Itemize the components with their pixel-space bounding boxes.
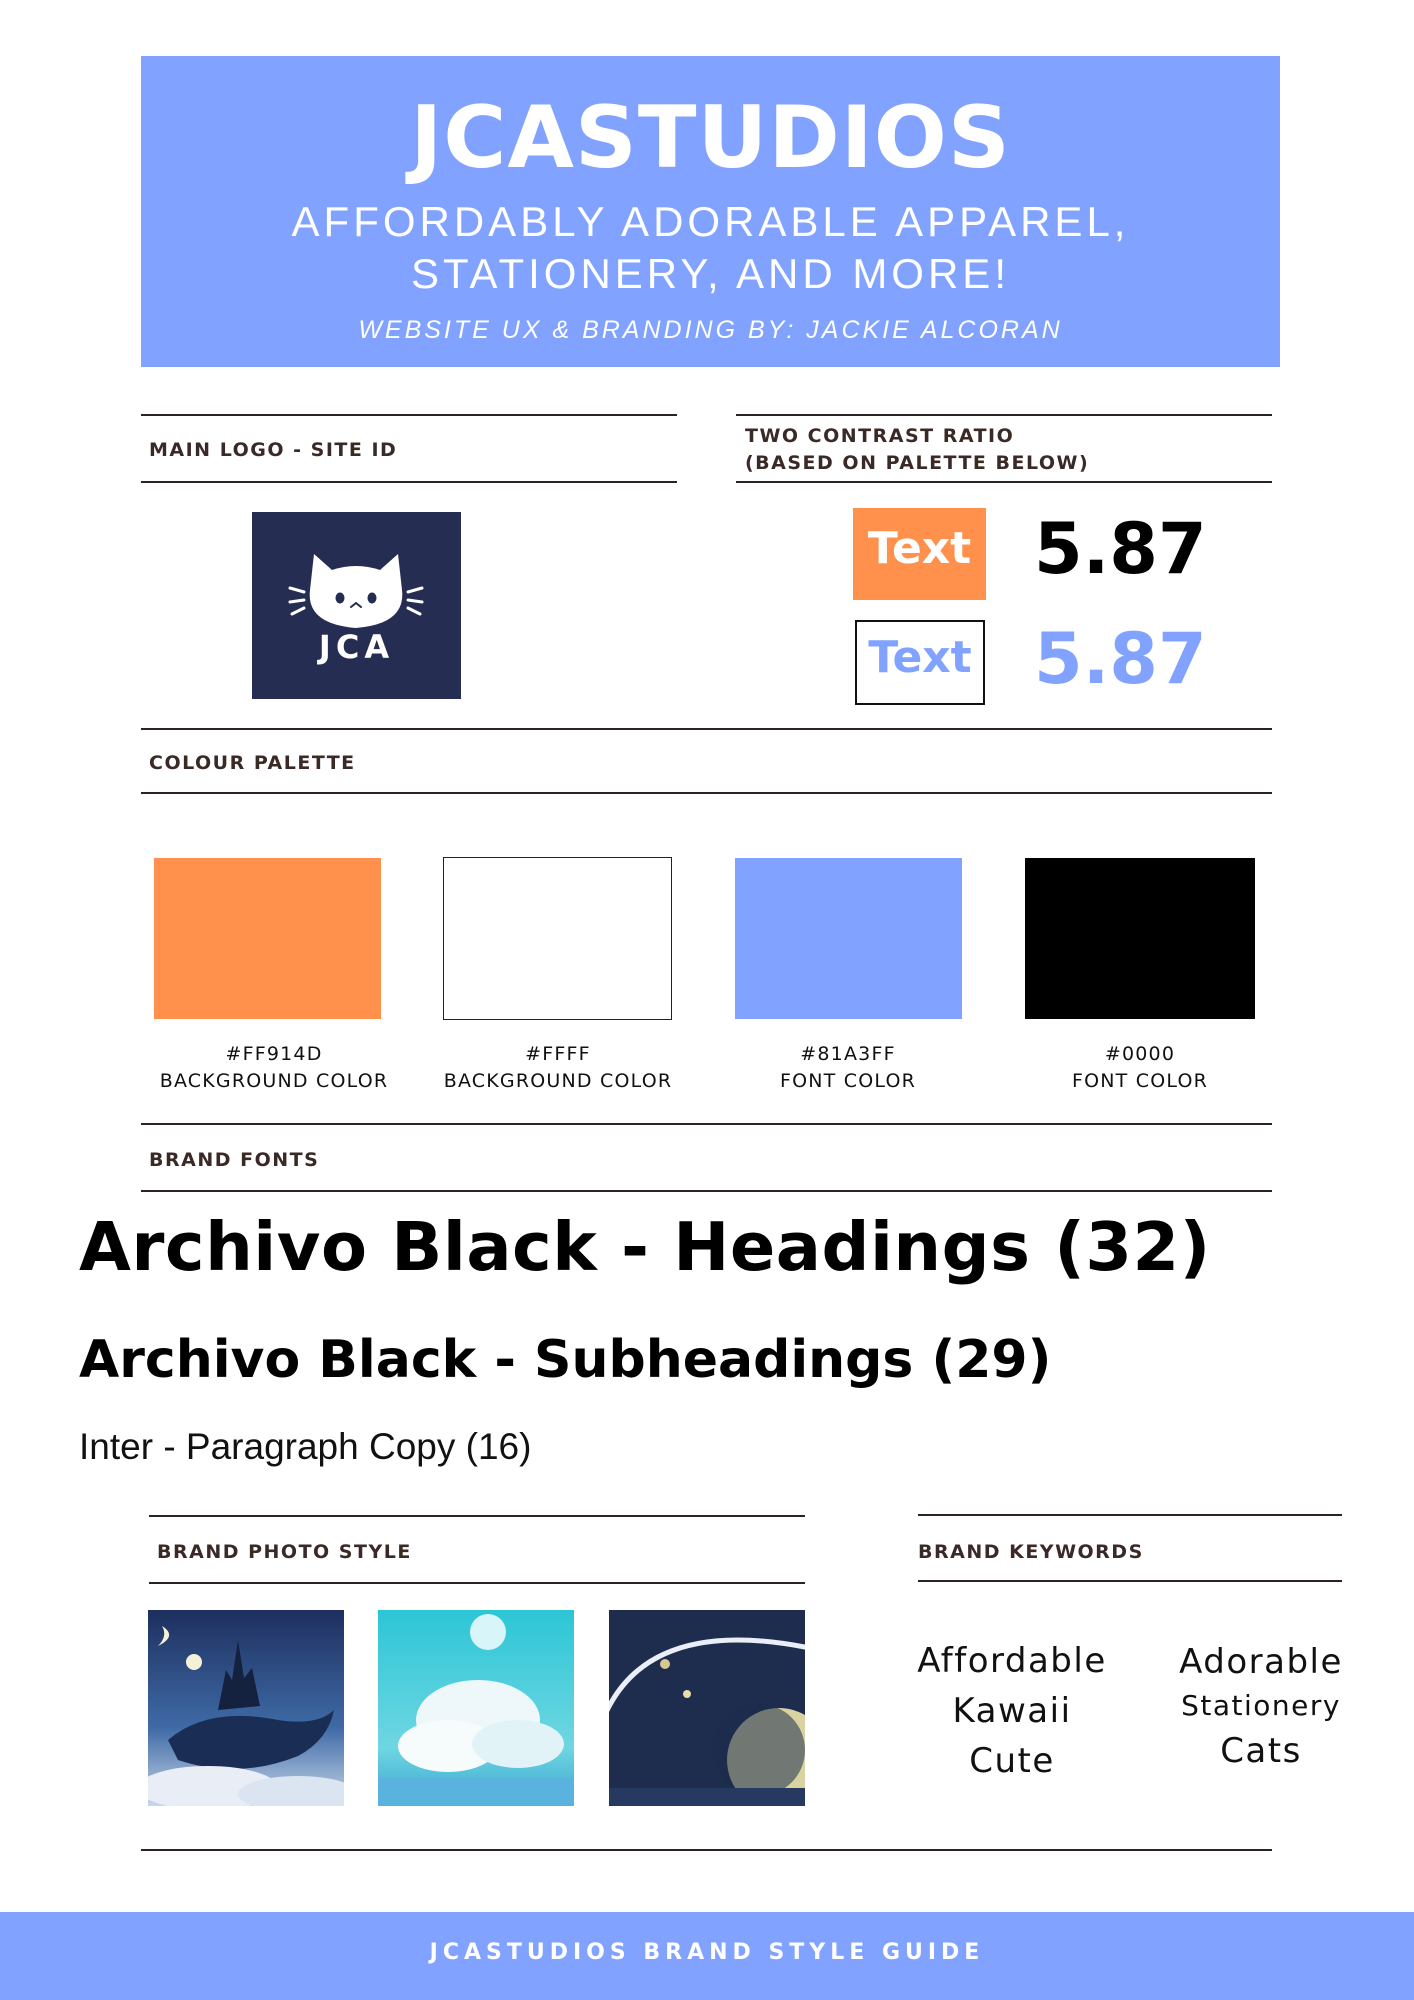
divider [141, 481, 677, 483]
contrast-sample-orange [853, 508, 986, 600]
keyword: Kawaii [952, 1691, 1072, 1731]
swatch-white [443, 857, 672, 1020]
divider [141, 1123, 1272, 1125]
divider [736, 481, 1272, 483]
brand-title: JCASTUDIOS [410, 88, 1011, 188]
divider [149, 1515, 805, 1517]
clouds-sky-photo [378, 1610, 574, 1806]
header-banner [141, 56, 1280, 367]
swatch-caption: #81A3FF FONT COLOR [708, 1041, 988, 1095]
divider [141, 728, 1272, 730]
credit-line: WEBSITE UX & BRANDING BY: JACKIE ALCORAN [358, 316, 1063, 344]
swatch-usage: FONT COLOR [779, 1070, 917, 1092]
contrast-label-line-1: TWO CONTRAST RATIO [745, 425, 1015, 447]
keywords-column-2: Adorable Stationery Cats [1150, 1638, 1372, 1776]
keyword: Stationery [1181, 1689, 1341, 1722]
brand-tagline: AFFORDABLY ADORABLE APPAREL, STATIONERY,… [141, 196, 1280, 300]
divider [141, 1849, 1272, 1851]
divider [141, 414, 677, 416]
whale-castle-photo [148, 1610, 344, 1806]
contrast-ratio-value: 5.87 [1034, 508, 1207, 590]
planet-ring-photo [609, 1610, 805, 1806]
palette-section-label: COLOUR PALETTE [149, 752, 356, 774]
keyword: Adorable [1179, 1642, 1343, 1682]
swatch-code: #FF914D [225, 1043, 323, 1065]
swatch-black [1025, 858, 1255, 1019]
divider [141, 1190, 1272, 1192]
footer-bar [0, 1912, 1414, 2000]
swatch-usage: BACKGROUND COLOR [443, 1070, 673, 1092]
swatch-code: #FFFF [525, 1043, 591, 1065]
swatch-caption: #0000 FONT COLOR [1000, 1041, 1280, 1095]
keywords-column-1: Affordable Kawaii Cute [892, 1636, 1132, 1786]
swatch-usage: FONT COLOR [1071, 1070, 1209, 1092]
main-logo [252, 512, 461, 699]
contrast-sample-text: Text [868, 632, 972, 683]
divider [918, 1514, 1342, 1516]
contrast-sample-white [855, 620, 985, 705]
swatch-caption: #FF914D BACKGROUND COLOR [134, 1041, 414, 1095]
keyword: Cute [969, 1741, 1055, 1781]
keyword: Affordable [917, 1641, 1107, 1681]
footer-title: JCASTUDIOS BRAND STYLE GUIDE [429, 1940, 985, 1965]
font-sample-paragraph: Inter - Paragraph Copy (16) [79, 1426, 532, 1467]
logo-section-label: MAIN LOGO - SITE ID [149, 439, 398, 461]
swatch-usage: BACKGROUND COLOR [159, 1070, 389, 1092]
keywords-section-label: BRAND KEYWORDS [918, 1541, 1144, 1563]
photo-section-label: BRAND PHOTO STYLE [157, 1541, 412, 1563]
font-sample-subheading: Archivo Black - Subheadings (29) [79, 1330, 1052, 1390]
divider [141, 792, 1272, 794]
swatch-code: #0000 [1104, 1043, 1176, 1065]
keyword: Cats [1220, 1731, 1302, 1771]
tagline-line-1: AFFORDABLY ADORABLE APPAREL, [291, 198, 1130, 245]
fonts-section-label: BRAND FONTS [149, 1149, 320, 1171]
swatch-caption: #FFFF BACKGROUND COLOR [418, 1041, 698, 1095]
cat-face-icon [288, 554, 424, 628]
tagline-line-2: STATIONERY, AND MORE! [411, 250, 1010, 297]
swatch-orange [154, 858, 381, 1019]
logo-wordmark: JCA [318, 628, 395, 666]
contrast-sample-text: Text [867, 523, 972, 574]
divider [149, 1582, 805, 1584]
divider [736, 414, 1272, 416]
divider [918, 1580, 1342, 1582]
contrast-section-label: TWO CONTRAST RATIO (BASED ON PALETTE BEL… [745, 423, 1089, 477]
swatch-code: #81A3FF [800, 1043, 896, 1065]
contrast-ratio-value: 5.87 [1034, 618, 1207, 700]
swatch-blue [735, 858, 962, 1019]
font-sample-heading: Archivo Black - Headings (32) [79, 1208, 1211, 1286]
contrast-label-line-2: (BASED ON PALETTE BELOW) [745, 452, 1090, 474]
